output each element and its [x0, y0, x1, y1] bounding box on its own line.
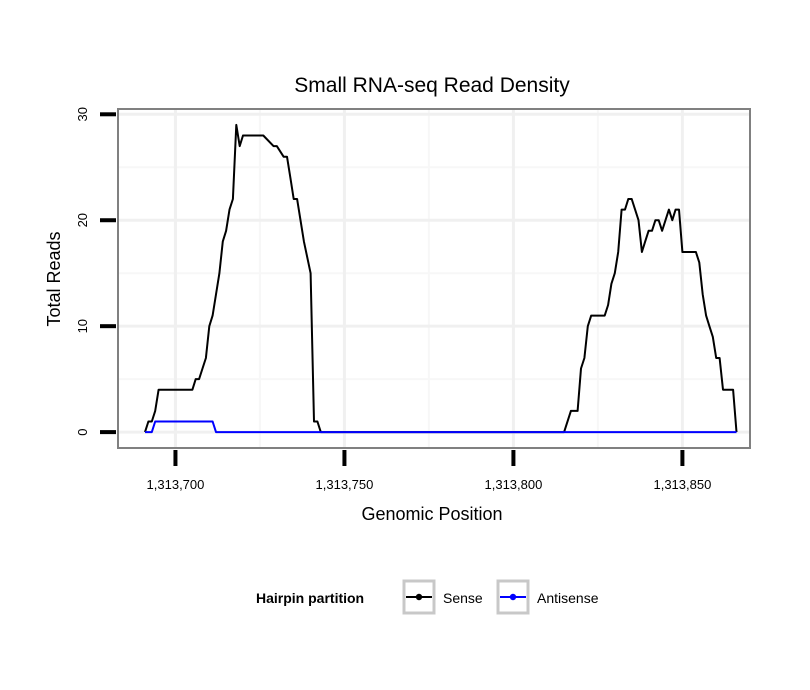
y-axis: 0 10 20 30 [75, 107, 116, 436]
minor-grid [118, 109, 750, 448]
legend-item-antisense[interactable]: Antisense [496, 579, 599, 615]
plot-panel [118, 109, 750, 448]
x-tick-label: 1,313,700 [147, 477, 205, 492]
series-layer [144, 123, 738, 434]
x-tick-label: 1,313,750 [316, 477, 374, 492]
chart-title: Small RNA-seq Read Density [294, 74, 570, 97]
y-tick-label: 20 [75, 213, 90, 227]
x-tick-label: 1,313,800 [485, 477, 543, 492]
legend-title: Hairpin partition [256, 590, 364, 606]
legend-label-antisense: Antisense [537, 590, 599, 606]
x-axis-title: Genomic Position [361, 504, 502, 524]
y-axis-title: Total Reads [44, 231, 64, 326]
x-tick-label: 1,313,850 [653, 477, 711, 492]
plot-border [117, 108, 751, 449]
legend-point-sense [415, 593, 423, 601]
y-tick-label: 0 [75, 428, 90, 435]
legend-point-antisense [509, 593, 517, 601]
legend: Hairpin partition Sense Antisense [256, 579, 599, 615]
series-line-sense [144, 123, 738, 434]
legend-item-sense[interactable]: Sense [402, 579, 483, 615]
legend-label-sense: Sense [443, 590, 483, 606]
y-tick-label: 30 [75, 107, 90, 121]
y-tick-label: 10 [75, 319, 90, 333]
x-axis: 1,313,700 1,313,750 1,313,800 1,313,850 [147, 450, 711, 492]
series-line-antisense [145, 420, 737, 434]
